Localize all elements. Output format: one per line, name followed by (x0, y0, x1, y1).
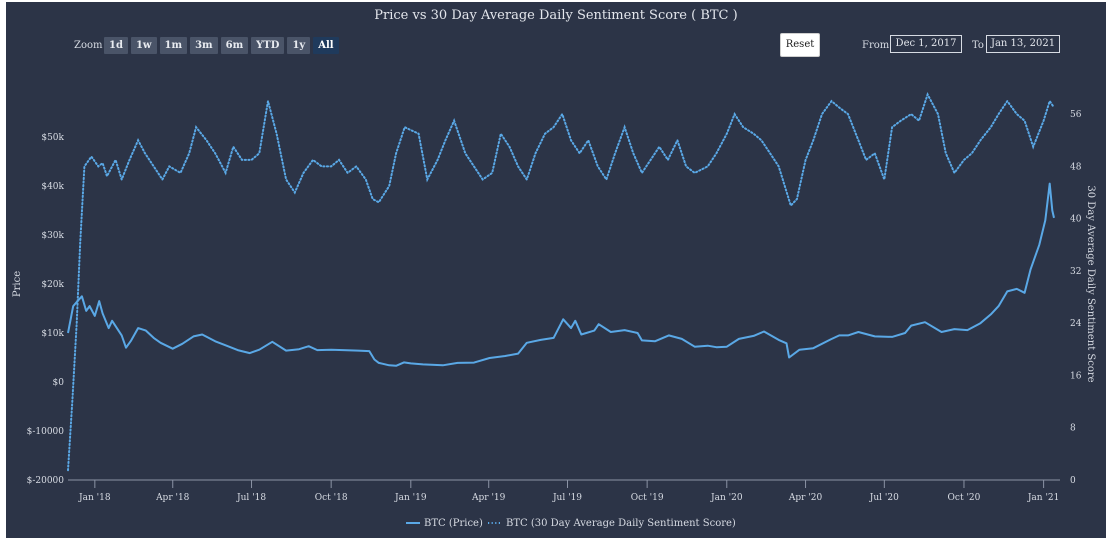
y-left-axis: $-20000 $-10000 $0 $10k $20k $30k $40k $50k (27, 133, 65, 486)
x-tick-label: Jan '20 (710, 493, 743, 503)
x-tick-label: Jul '20 (869, 493, 899, 503)
x-tick-label: Jul '19 (552, 493, 582, 503)
x-tick-label: Jan '18 (78, 493, 111, 503)
x-tick-label: Oct '20 (948, 493, 981, 503)
y-right-tick-label: 0 (1070, 476, 1076, 486)
to-date-input[interactable]: Jan 13, 2021 (986, 35, 1060, 53)
zoom-label: Zoom (74, 40, 103, 51)
to-label: To (972, 40, 984, 51)
y-left-tick-label: $50k (41, 133, 64, 143)
y-right-tick-label: 32 (1070, 267, 1081, 277)
x-tick-label: Apr '20 (788, 493, 823, 503)
y-left-tick-label: $0 (53, 378, 65, 388)
chart-svg: $-20000 $-10000 $0 $10k $20k $30k $40k $50k 0 8 1… (12, 91, 1096, 529)
y-right-tick-label: 40 (1070, 215, 1082, 225)
x-tick-label: Apr '18 (155, 493, 190, 503)
x-axis: Jan '18 Apr '18 Jul '18 Oct '18 Jan '19 Apr '… (78, 480, 1059, 503)
y-left-tick-label: $40k (41, 182, 64, 192)
zoom-button-1w[interactable]: 1w (130, 37, 157, 54)
legend-item-sentiment[interactable]: BTC (30 Day Average Daily Sentiment Scor… (506, 518, 736, 529)
zoom-button-3m[interactable]: 3m (190, 37, 218, 54)
y-right-tick-label: 24 (1070, 319, 1082, 329)
y-left-axis-label: Price (12, 271, 23, 297)
y-left-tick-label: $10k (41, 329, 64, 339)
zoom-button-1m[interactable]: 1m (159, 37, 188, 54)
from-label: From (862, 40, 890, 51)
zoom-button-group: 1d 1w 1m 3m 6m YTD 1y All (104, 37, 339, 54)
zoom-button-1y[interactable]: 1y (287, 37, 311, 54)
y-right-axis-label: 30 Day Average Daily Sentiment Score (1085, 185, 1096, 382)
y-right-tick-label: 16 (1070, 371, 1082, 381)
y-right-axis: 0 8 16 24 32 40 48 56 (1070, 110, 1082, 486)
series-line-price[interactable] (67, 182, 1055, 367)
from-date-input[interactable]: Dec 1, 2017 (890, 35, 962, 53)
y-left-tick-label: $-10000 (27, 427, 65, 437)
x-tick-label: Apr '19 (471, 493, 506, 503)
zoom-button-ytd[interactable]: YTD (251, 37, 285, 54)
chart-frame: Price vs 30 Day Average Daily Sentiment … (6, 2, 1106, 538)
zoom-button-all[interactable]: All (313, 37, 339, 54)
x-tick-label: Oct '18 (315, 493, 348, 503)
x-tick-label: Jan '19 (394, 493, 427, 503)
x-tick-label: Jan '21 (1027, 493, 1060, 503)
y-left-tick-label: $30k (41, 231, 64, 241)
y-right-tick-label: 56 (1070, 110, 1082, 120)
reset-button[interactable]: Reset (780, 33, 820, 57)
y-left-tick-label: $-20000 (27, 476, 65, 486)
y-right-tick-label: 48 (1070, 162, 1082, 172)
y-left-tick-label: $20k (41, 280, 64, 290)
x-tick-label: Jul '18 (236, 493, 266, 503)
y-right-tick-label: 8 (1070, 424, 1076, 434)
legend-item-price[interactable]: BTC (Price) (424, 518, 483, 529)
series-line-sentiment[interactable] (67, 91, 1055, 472)
chart-title: Price vs 30 Day Average Daily Sentiment … (374, 8, 738, 23)
legend: BTC (Price) BTC (30 Day Average Daily Se… (406, 518, 736, 529)
zoom-button-6m[interactable]: 6m (220, 37, 249, 54)
x-tick-label: Oct '19 (631, 493, 664, 503)
zoom-button-1d[interactable]: 1d (104, 37, 128, 54)
